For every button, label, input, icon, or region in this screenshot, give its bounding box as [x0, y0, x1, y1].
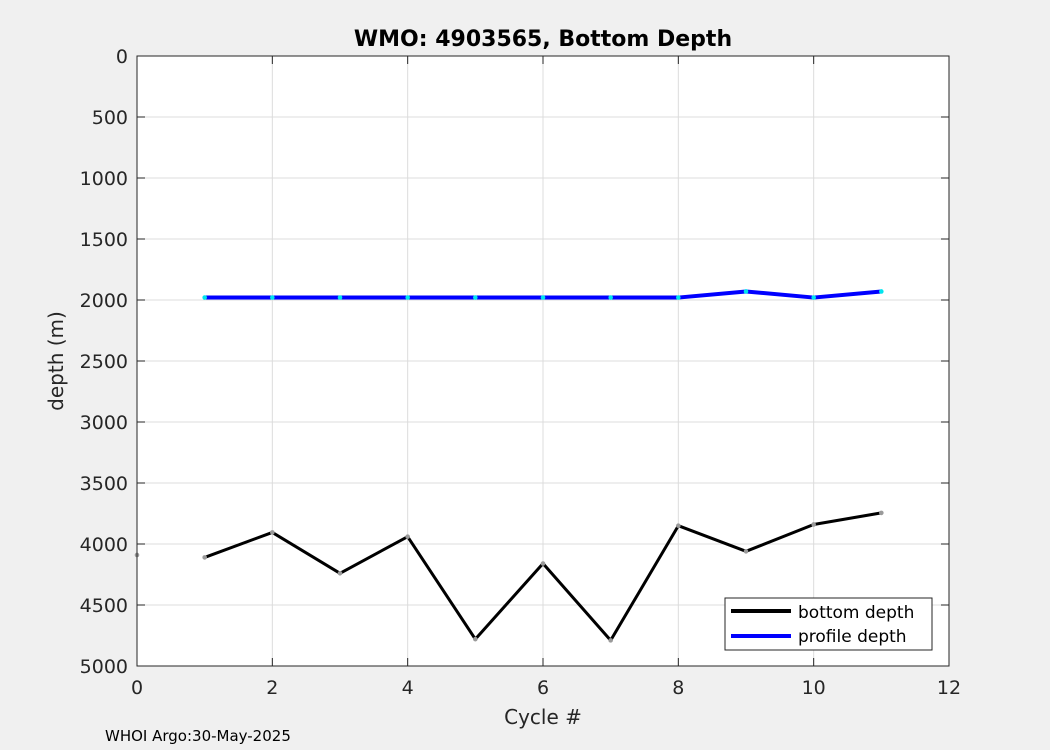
x-axis-label: Cycle #	[504, 705, 582, 729]
data-point-profile-depth	[202, 295, 207, 300]
x-tick-label: 12	[937, 677, 961, 699]
chart-title: WMO: 4903565, Bottom Depth	[354, 27, 732, 52]
data-point-profile-depth	[540, 295, 546, 300]
x-tick-label: 4	[402, 677, 414, 699]
y-tick-label: 2000	[80, 290, 128, 312]
data-point-bottom-depth	[270, 530, 275, 535]
y-tick-label: 1000	[80, 168, 128, 190]
data-point-bottom-depth	[337, 570, 343, 576]
data-point-bottom-depth	[879, 510, 884, 516]
y-tick-label: 3500	[80, 473, 128, 495]
footer-credit: WHOI Argo:30-May-2025	[105, 727, 291, 745]
data-point-bottom-depth	[202, 555, 207, 560]
y-tick-label: 4000	[80, 534, 128, 556]
data-point-profile-depth	[473, 295, 478, 300]
y-axis-label: depth (m)	[44, 311, 68, 411]
legend: bottom depth profile depth	[724, 597, 933, 651]
axis-ticks: 0 2 4 6 8 10 12 0 500 1000 1500 2000 2500 3000 3500 400…	[80, 46, 961, 699]
data-point-profile-depth	[337, 295, 343, 300]
y-tick-label: 500	[92, 107, 128, 129]
data-point-profile-depth	[676, 295, 681, 300]
data-point-bottom-depth	[811, 522, 816, 527]
data-point-profile-depth	[270, 295, 275, 300]
data-point-profile-depth	[405, 295, 410, 300]
data-point-profile-depth	[743, 289, 749, 294]
x-tick-label: 10	[802, 677, 826, 699]
legend-label-profile-depth: profile depth	[798, 627, 907, 647]
data-point-bottom-depth	[608, 638, 613, 643]
legend-box	[724, 597, 933, 651]
data-point-profile-depth	[608, 295, 613, 300]
data-point-bottom-depth	[540, 561, 546, 566]
data-point-profile-depth	[879, 289, 884, 294]
data-point-bottom-depth	[473, 636, 478, 642]
data-point-bottom-depth	[676, 523, 681, 528]
data-point-profile-depth	[811, 295, 816, 300]
y-tick-label: 3000	[80, 412, 128, 434]
x-tick-label: 8	[672, 677, 684, 699]
y-tick-label: 1500	[80, 229, 128, 251]
data-point-bottom-depth	[405, 534, 410, 539]
y-tick-label: 4500	[80, 595, 128, 617]
y-tick-label: 5000	[80, 656, 128, 678]
legend-label-bottom-depth: bottom depth	[798, 603, 914, 623]
y-tick-label: 2500	[80, 351, 128, 373]
x-tick-label: 0	[131, 677, 143, 699]
x-tick-label: 2	[266, 677, 278, 699]
data-point-bottom-depth	[743, 549, 749, 554]
series-layer	[134, 289, 884, 643]
x-tick-label: 6	[537, 677, 549, 699]
y-tick-label: 0	[116, 46, 128, 68]
